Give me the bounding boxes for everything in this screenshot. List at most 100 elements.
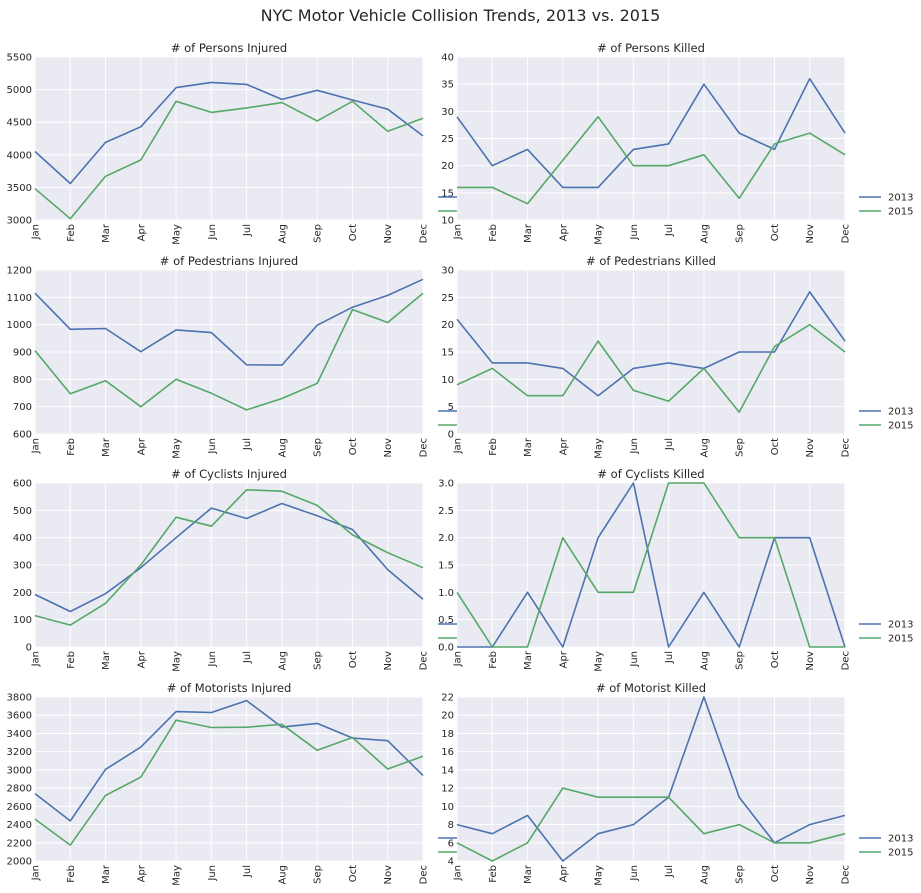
y-tick-label: 10	[441, 216, 454, 227]
panel-title: # of Cyclists Killed	[597, 467, 704, 481]
y-tick-label: 3800	[7, 693, 32, 704]
x-tick-label: Sep	[313, 865, 324, 884]
x-tick-label: Feb	[66, 224, 77, 242]
x-tick-label: Dec	[841, 865, 852, 884]
panel-title: # of Persons Injured	[171, 41, 287, 55]
x-tick-label: Aug	[699, 224, 710, 244]
y-tick-label: 4500	[7, 118, 32, 129]
x-tick-label: Aug	[277, 865, 288, 885]
x-tick-label: Aug	[277, 651, 288, 671]
x-tick-label: Oct	[770, 865, 781, 882]
series-line-2015	[34, 292, 424, 411]
series-line-2015	[457, 116, 846, 205]
y-tick-label: 2600	[7, 802, 32, 813]
x-tick-label: Mar	[523, 650, 534, 670]
y-tick-label: 600	[13, 479, 32, 490]
x-tick-label: Apr	[558, 223, 569, 241]
x-tick-label: Nov	[383, 224, 394, 244]
y-tick-label: 3000	[7, 765, 32, 776]
x-tick-label: Oct	[770, 438, 781, 455]
y-tick-label: 100	[13, 615, 32, 626]
y-tick-label: 800	[13, 375, 32, 386]
x-tick-label: Mar	[101, 223, 112, 243]
x-tick-label: Jan	[453, 438, 464, 454]
panel-5: 0.0 0.5 1.0 1.5 2.0 2.5 3.0 Jan Feb Mar Apr May Jun J…	[438, 467, 913, 672]
series-line-2015	[456, 323, 846, 413]
y-tick-label: 5	[448, 402, 454, 413]
x-tick-label: Feb	[66, 651, 77, 669]
y-tick-label: 2.5	[438, 506, 454, 517]
x-tick-label: Jan	[453, 651, 464, 667]
y-tick-label: 3200	[7, 747, 32, 758]
y-tick-label: 0	[448, 430, 454, 441]
panel-2: 600 700 800 900 1000 1100 1200 Jan Feb Mar Apr May J…	[7, 254, 430, 459]
x-tick-label: Dec	[841, 224, 852, 243]
y-tick-label: 5000	[7, 85, 32, 96]
x-tick-label: Jan	[31, 438, 42, 454]
y-tick-label: 18	[441, 729, 454, 740]
x-tick-label: Jul	[664, 651, 675, 664]
x-tick-label: Jul	[664, 865, 675, 878]
x-tick-label: Sep	[313, 224, 324, 243]
y-tick-label: 16	[441, 747, 454, 758]
x-tick-label: Feb	[488, 224, 499, 242]
x-tick-label: Oct	[348, 651, 359, 668]
y-tick-label: 600	[13, 430, 32, 441]
series-line-2013	[457, 482, 846, 648]
panel-6: 2000 2200 2400 2600 2800 3000 3200 3400 3600 3800…	[7, 681, 430, 886]
x-tick-label: Nov	[805, 865, 816, 885]
y-tick-label: 10	[441, 375, 454, 386]
x-tick-label: Apr	[136, 650, 147, 668]
x-tick-label: Jul	[242, 651, 253, 664]
y-tick-label: 900	[13, 348, 32, 359]
series-line-2013	[34, 278, 424, 366]
y-tick-label: 40	[441, 53, 454, 64]
y-tick-label: 700	[13, 402, 32, 413]
panel-title: # of Pedestrians Killed	[586, 254, 716, 268]
x-tick-label: Mar	[523, 223, 534, 243]
x-tick-label: Jul	[242, 438, 253, 451]
panel-title: # of Persons Killed	[597, 41, 705, 55]
legend-label: 2013	[888, 407, 913, 418]
y-tick-label: 1100	[7, 293, 32, 304]
x-tick-label: Oct	[348, 865, 359, 882]
y-tick-label: 30	[441, 107, 454, 118]
y-tick-label: 3.0	[438, 479, 454, 490]
x-tick-label: Jun	[207, 651, 218, 668]
y-tick-label: 22	[441, 693, 454, 704]
series-line-2015	[34, 488, 424, 626]
x-tick-label: Mar	[101, 864, 112, 884]
x-tick-label: Jun	[629, 865, 640, 882]
legend-label: 2015	[888, 421, 913, 432]
x-tick-label: May	[594, 224, 605, 245]
x-tick-label: Sep	[735, 438, 746, 457]
panel-4: 0 100 200 300 400 500 600 Jan Feb Mar Apr May Jun Jul…	[13, 467, 430, 672]
panel-0: 3000 3500 4000 4500 5000 5500 Jan Feb Mar Apr May J…	[7, 41, 430, 245]
x-tick-label: Jun	[207, 865, 218, 882]
x-tick-label: May	[172, 224, 183, 245]
y-tick-label: 0	[26, 643, 32, 654]
panel-title: # of Motorists Injured	[167, 681, 292, 695]
y-tick-label: 500	[13, 506, 32, 517]
x-tick-label: Aug	[699, 651, 710, 671]
x-tick-label: Sep	[735, 651, 746, 670]
y-tick-label: 2.0	[438, 533, 454, 544]
x-tick-label: May	[172, 651, 183, 672]
series-line-2015	[456, 482, 845, 648]
y-tick-label: 25	[441, 134, 454, 145]
y-tick-label: 3400	[7, 729, 32, 740]
x-tick-label: Apr	[136, 223, 147, 241]
legend-label: 2015	[888, 207, 913, 218]
x-tick-label: Jan	[453, 865, 464, 881]
x-tick-label: Apr	[558, 650, 569, 668]
y-tick-label: 300	[13, 561, 32, 572]
x-tick-label: Sep	[313, 651, 324, 670]
x-tick-label: Aug	[699, 438, 710, 458]
panel-background	[457, 697, 845, 861]
y-tick-label: 1.5	[438, 561, 454, 572]
x-tick-label: Mar	[523, 437, 534, 457]
legend-label: 2015	[888, 634, 913, 645]
x-tick-label: Feb	[488, 651, 499, 669]
x-tick-label: Aug	[699, 865, 710, 885]
